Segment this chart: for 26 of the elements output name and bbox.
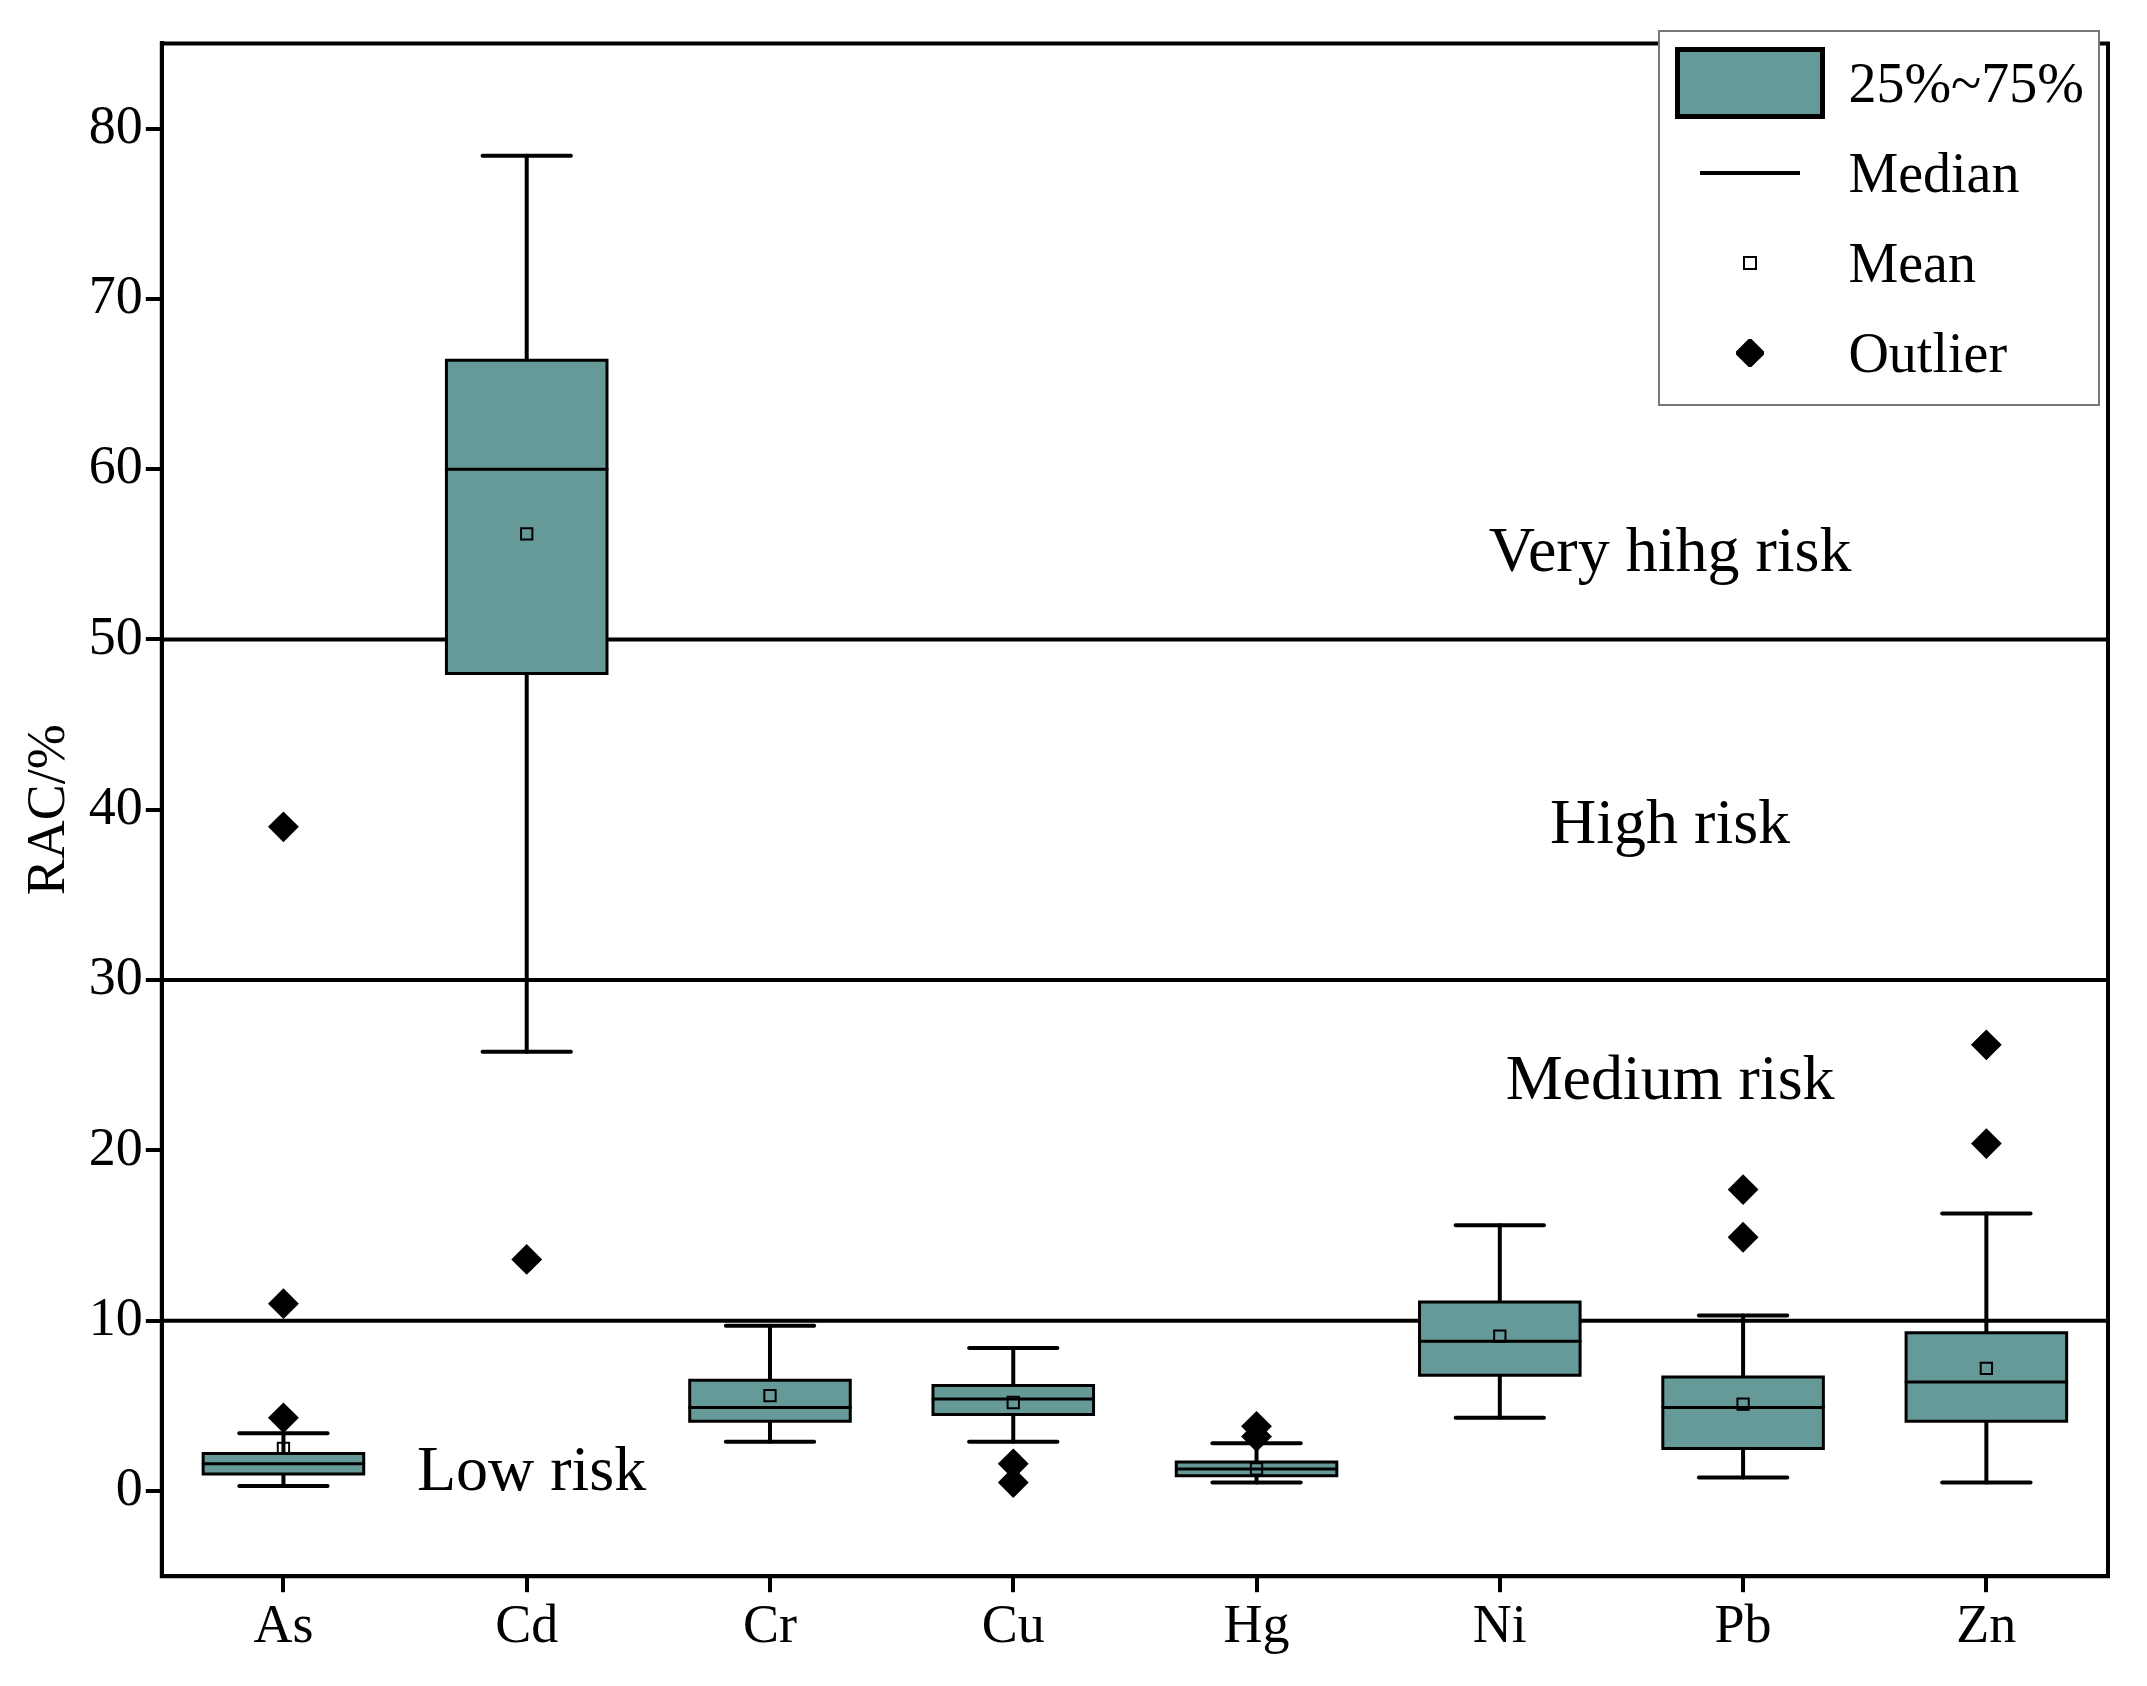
y-tick-label: 40 [88,775,143,836]
y-tick-label: 30 [88,946,143,1007]
annotation: Median [1848,141,2020,206]
annotation: Medium risk [1505,1042,1835,1114]
annotation: Low risk [416,1433,647,1505]
x-tick-label: Ni [1472,1593,1527,1654]
y-tick-label: 0 [115,1457,143,1518]
y-tick-label: 80 [88,94,143,155]
y-tick-label: 10 [88,1286,143,1347]
x-tick-label: Pb [1714,1593,1772,1654]
y-tick-label: 50 [88,605,143,666]
x-tick-label: Cu [981,1593,1045,1654]
x-tick-label: Cr [742,1593,798,1654]
y-tick-label: 70 [88,265,143,326]
legend-label: 25%~75% [1848,51,2084,116]
legend-label: Mean [1848,231,1976,296]
y-tick-label: 20 [88,1116,143,1177]
y-axis-title: RAC/% [15,724,76,896]
x-tick-label: Hg [1223,1593,1290,1654]
x-tick-label: Cd [495,1593,559,1654]
annotation: Very hihg risk [1488,513,1852,585]
legend-label: Outlier [1848,321,2008,386]
y-tick-label: 60 [88,435,143,496]
annotation: High risk [1550,786,1791,858]
x-tick-label: As [253,1593,314,1654]
x-tick-label: Zn [1956,1593,2017,1654]
